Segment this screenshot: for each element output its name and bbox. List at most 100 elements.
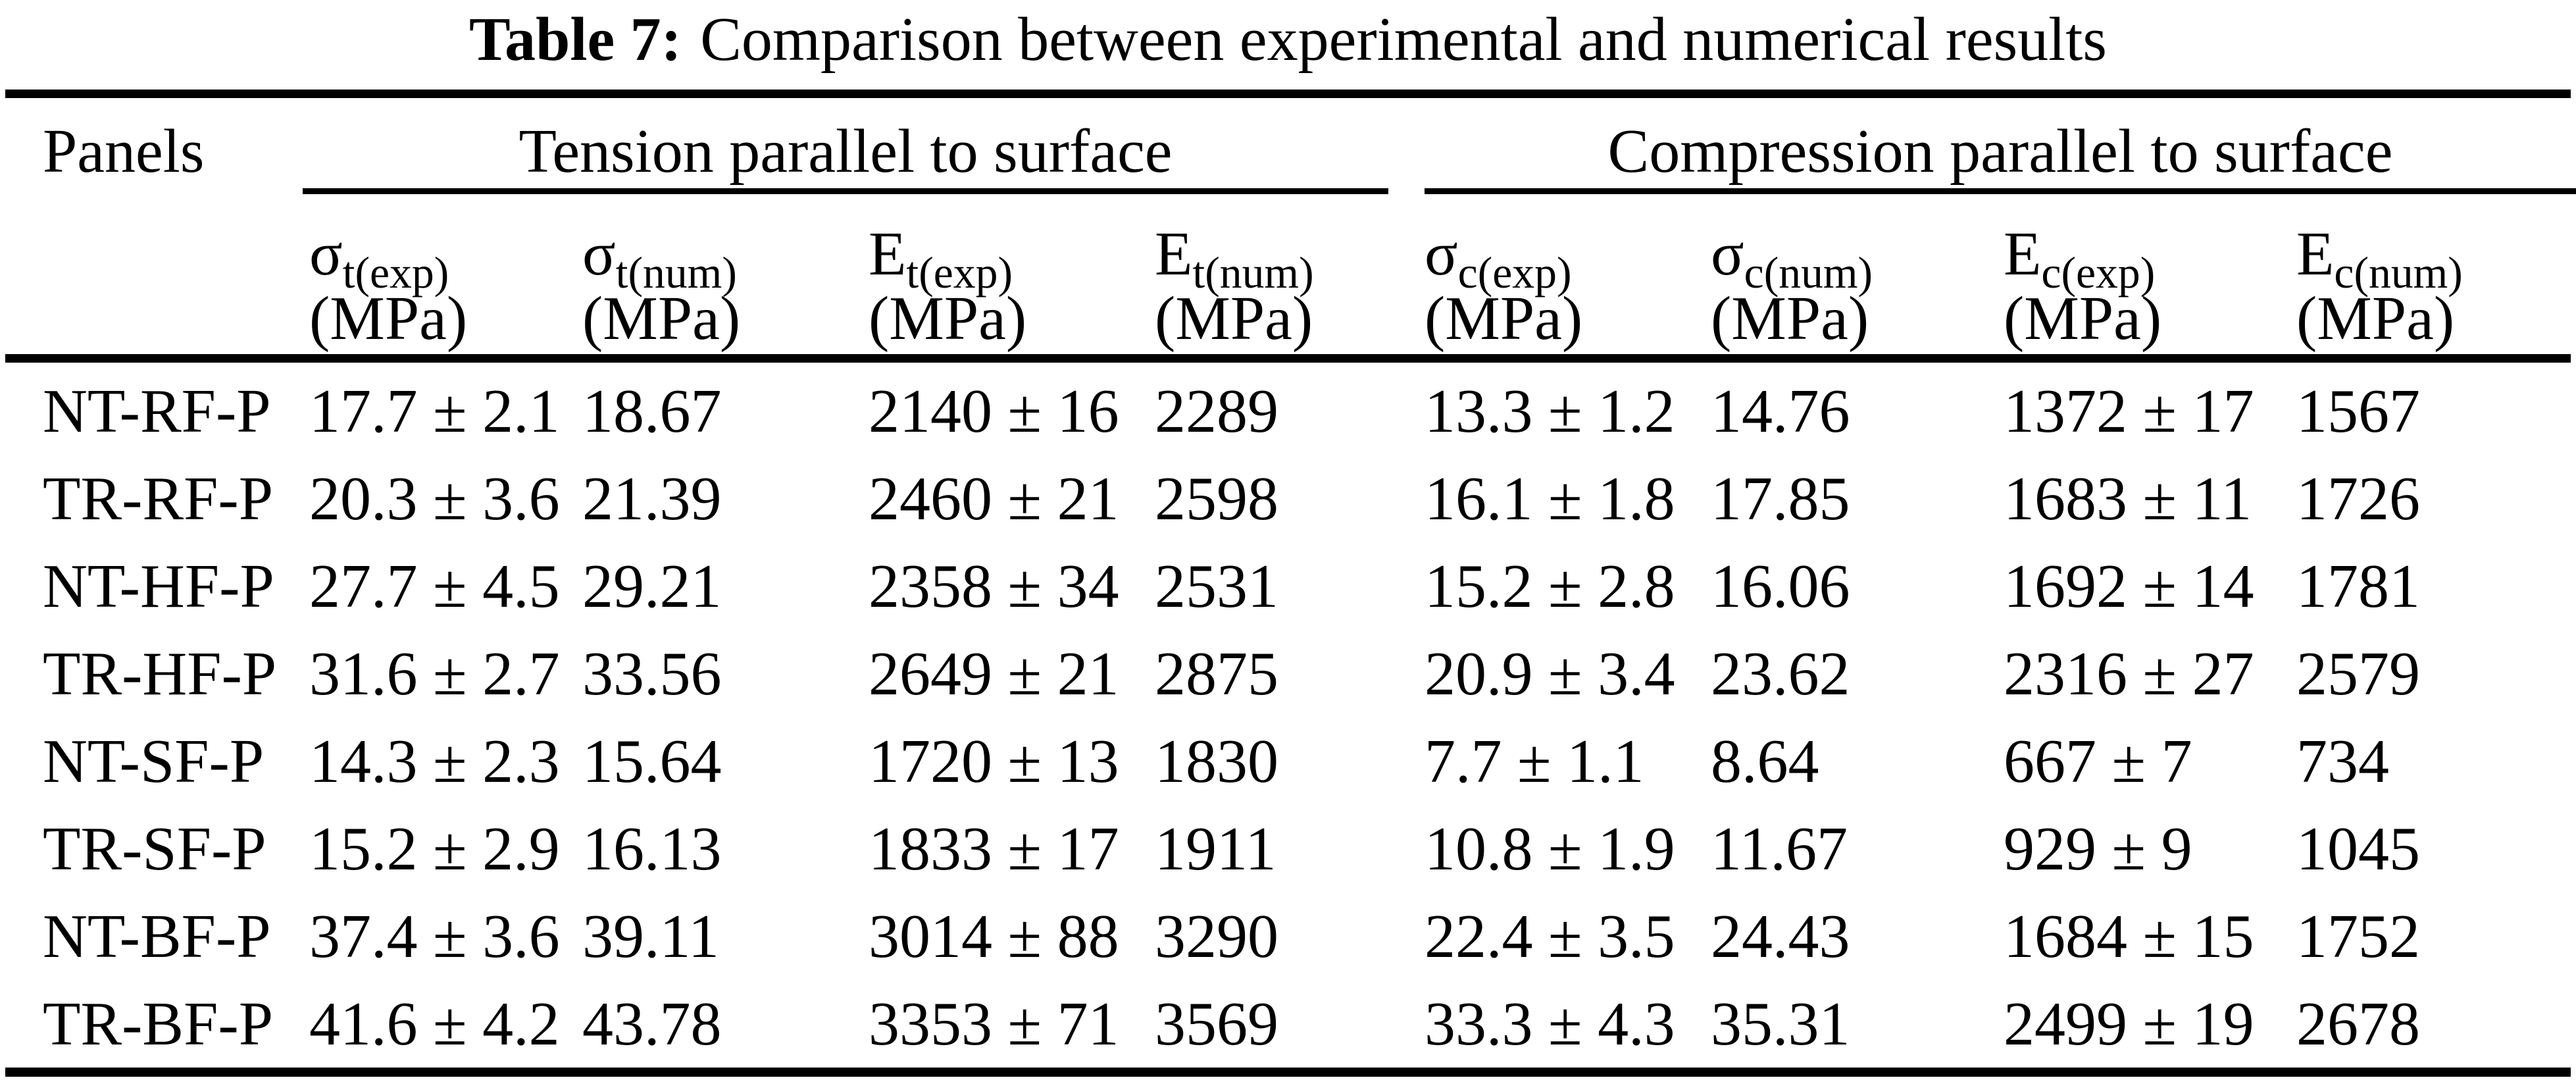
tension-group-rule [303,188,1388,194]
table-cell: 20.3 ± 3.6 [309,464,560,533]
column-header-e-c-num: Ec(num) (MPa) [2296,222,2576,351]
table-row: TR-SF-P 15.2 ± 2.9 16.13 1833 ± 17 1911 … [43,805,2576,892]
table-cell: 3353 ± 71 [869,989,1119,1058]
table-cell: 33.56 [582,639,722,708]
table-cell: 8.64 [1711,727,1819,796]
column-header-symbol: σ [582,220,616,288]
column-header-row: σt(exp) (MPa) σt(num) (MPa) Et(exp) (MPa… [43,222,2576,351]
table-cell: 24.43 [1711,902,1850,971]
table-cell: 2316 ± 27 [2004,639,2254,708]
table-cell: 15.64 [582,727,722,796]
table-cell: 2358 ± 34 [869,552,1119,621]
table-cell: 1911 [1155,814,1276,883]
bottom-rule [5,1068,2571,1077]
table-body: NT-RF-P 17.7 ± 2.1 18.67 2140 ± 16 2289 … [43,367,2576,1068]
table-cell: 29.21 [582,552,722,621]
column-header-unit: (MPa) [582,284,741,353]
table-cell: 3014 ± 88 [869,902,1119,971]
column-header-symbol: E [1155,220,1193,288]
table-cell: 1726 [2296,464,2420,533]
table-cell: 18.67 [582,376,722,446]
row-label: TR-BF-P [43,989,273,1058]
row-label: NT-SF-P [43,727,265,796]
table-cell: 1683 ± 11 [2004,464,2252,533]
table-cell: 1752 [2296,902,2420,971]
table-cell: 17.85 [1711,464,1850,533]
table-cell: 1684 ± 15 [2004,902,2254,971]
table-cell: 1692 ± 14 [2004,552,2254,621]
table-cell: 16.13 [582,814,722,883]
table-cell: 14.76 [1711,376,1850,446]
row-label: NT-BF-P [43,902,271,971]
column-header-e-t-num: Et(num) (MPa) [1155,222,1425,351]
table-cell: 2649 ± 21 [869,639,1119,708]
panels-header: Panels [43,117,205,186]
column-header-unit: (MPa) [1425,284,1583,353]
top-rule [5,90,2571,98]
column-header-spacer [43,222,309,351]
table-title-text: Comparison between experimental and nume… [700,5,2107,74]
table-cell: 2598 [1155,464,1278,533]
header-bottom-rule [5,354,2571,363]
table-cell: 1833 ± 17 [869,814,1119,883]
column-header-symbol: σ [1711,220,1744,288]
table-cell: 35.31 [1711,989,1850,1058]
column-header-e-c-exp: Ec(exp) (MPa) [2004,222,2296,351]
table-cell: 2531 [1155,552,1278,621]
table-cell: 2875 [1155,639,1278,708]
column-header-sigma-t-num: σt(num) (MPa) [582,222,869,351]
table-cell: 1372 ± 17 [2004,376,2254,446]
table-cell: 21.39 [582,464,722,533]
table-cell: 734 [2296,727,2389,796]
column-header-sigma-c-num: σc(num) (MPa) [1711,222,2004,351]
column-header-symbol: E [2296,220,2335,288]
table-row: TR-HF-P 31.6 ± 2.7 33.56 2649 ± 21 2875 … [43,630,2576,717]
table-cell: 16.06 [1711,552,1850,621]
table-cell: 41.6 ± 4.2 [309,989,560,1058]
table-cell: 43.78 [582,989,722,1058]
table-cell: 1781 [2296,552,2420,621]
row-label: TR-SF-P [43,814,266,883]
compression-group-rule [1425,188,2576,194]
table-cell: 2499 ± 19 [2004,989,2254,1058]
column-header-symbol: σ [1425,220,1458,288]
column-header-unit: (MPa) [869,284,1027,353]
column-header-e-t-exp: Et(exp) (MPa) [869,222,1155,351]
table-cell: 11.67 [1711,814,1848,883]
column-header-unit: (MPa) [309,284,468,353]
table-cell: 929 ± 9 [2004,814,2192,883]
column-header-unit: (MPa) [2296,284,2455,353]
table-cell: 31.6 ± 2.7 [309,639,560,708]
table-cell: 17.7 ± 2.1 [309,376,560,446]
table-cell: 15.2 ± 2.8 [1425,552,1675,621]
table-cell: 39.11 [582,902,720,971]
table-cell: 2460 ± 21 [869,464,1119,533]
table-row: NT-BF-P 37.4 ± 3.6 39.11 3014 ± 88 3290 … [43,892,2576,980]
table-row: NT-SF-P 14.3 ± 2.3 15.64 1720 ± 13 1830 … [43,717,2576,805]
row-label: TR-RF-P [43,464,273,533]
table-cell: 2579 [2296,639,2420,708]
table-row: TR-RF-P 20.3 ± 3.6 21.39 2460 ± 21 2598 … [43,455,2576,542]
table-cell: 3569 [1155,989,1278,1058]
row-label: NT-RF-P [43,376,271,446]
table-cell: 37.4 ± 3.6 [309,902,560,971]
table-cell: 10.8 ± 1.9 [1425,814,1675,883]
table-row: TR-BF-P 41.6 ± 4.2 43.78 3353 ± 71 3569 … [43,980,2576,1068]
column-header-symbol: E [2004,220,2042,288]
table-cell: 7.7 ± 1.1 [1425,727,1644,796]
table-cell: 13.3 ± 1.2 [1425,376,1675,446]
compression-group-header: Compression parallel to surface [1607,117,2393,186]
row-label: NT-HF-P [43,552,274,621]
column-header-unit: (MPa) [1711,284,1869,353]
column-header-unit: (MPa) [1155,284,1313,353]
table-cell: 20.9 ± 3.4 [1425,639,1675,708]
tension-group-header: Tension parallel to surface [518,117,1173,186]
table-cell: 15.2 ± 2.9 [309,814,560,883]
table-number-label: Table 7: [469,5,682,74]
column-header-symbol: E [869,220,907,288]
table-row: NT-RF-P 17.7 ± 2.1 18.67 2140 ± 16 2289 … [43,367,2576,455]
table-title: Table 7: Comparison between experimental … [0,4,2576,75]
table-cell: 2289 [1155,376,1278,446]
table-cell: 23.62 [1711,639,1850,708]
